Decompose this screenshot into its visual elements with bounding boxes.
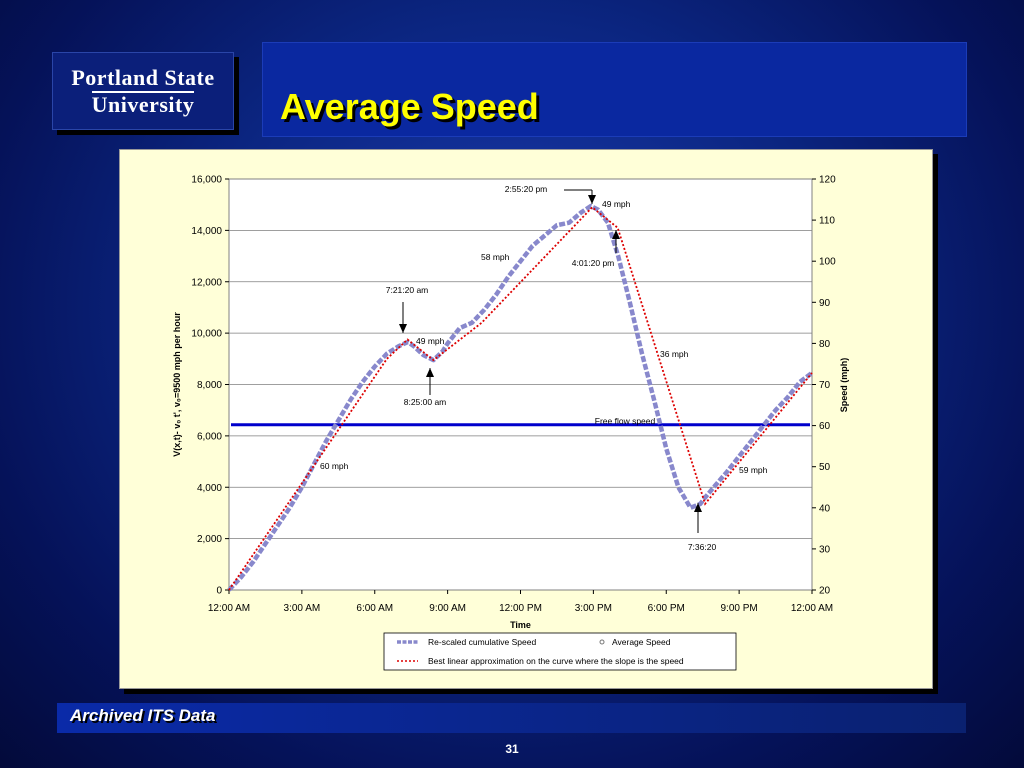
logo-line-2: University [91, 90, 195, 117]
legend-label-cumulative: Re-scaled cumulative Speed [428, 637, 536, 647]
legend-label-linear-approx: Best linear approximation on the curve w… [428, 656, 684, 666]
legend-swatch-average-speed [599, 639, 605, 645]
y-right-axis-title: Speed (mph) [839, 358, 849, 413]
annotation-label: Free flow speed [595, 416, 656, 426]
y-right-tick-label: 60 [819, 421, 831, 432]
footer-bar [57, 703, 966, 733]
y-right-tick-label: 120 [819, 175, 836, 186]
chart-panel: 0 2,000 4,000 6,000 8,000 10,000 12,000 14,000 1… [119, 149, 933, 689]
x-tick-label: 3:00 AM [284, 603, 321, 614]
annotation-label: 2:55:20 pm [505, 184, 548, 194]
annotation-arrow-head [426, 368, 434, 377]
y-right-tick-label: 70 [819, 380, 831, 391]
annotation-label: 7:36:20 [688, 542, 717, 552]
y-right-tick-label: 20 [819, 586, 831, 597]
logo-line-1: Portland State [71, 64, 215, 90]
annotation-arrow-head [694, 503, 702, 512]
x-axis-title: Time [510, 620, 531, 630]
x-tick-label: 12:00 AM [208, 603, 250, 614]
y-left-tick-label: 8,000 [197, 380, 222, 391]
annotation-label: 8:25:00 am [404, 397, 447, 407]
x-tick-label: 12:00 PM [499, 603, 542, 614]
x-tick-label: 6:00 AM [356, 603, 393, 614]
annotation-label: 49 mph [416, 336, 445, 346]
average-speed-chart: 0 2,000 4,000 6,000 8,000 10,000 12,000 14,000 1… [172, 175, 849, 671]
y-left-tick-label: 2,000 [197, 534, 222, 545]
title-bar [263, 43, 966, 136]
x-tick-label: 6:00 PM [648, 603, 685, 614]
page-number: 31 [505, 742, 519, 756]
university-logo: Portland State University [52, 52, 234, 130]
y-left-tick-label: 0 [216, 586, 222, 597]
annotation-arrow-head [588, 195, 596, 204]
y-right-tick-label: 110 [819, 216, 835, 227]
footer-text: Archived ITS Data [70, 706, 216, 725]
slide-title: Average Speed [280, 86, 539, 127]
annotation-label: 49 mph [602, 199, 631, 209]
y-left-tick-label: 6,000 [197, 431, 222, 442]
y-right-tick-label: 30 [819, 544, 831, 555]
legend-label-average-speed: Average Speed [612, 637, 671, 647]
legend-box [383, 632, 737, 671]
annotation-label: 4:01:20 pm [572, 258, 615, 268]
y-right-tick-label: 80 [819, 339, 831, 350]
x-tick-label: 12:00 AM [791, 603, 833, 614]
y-right-tick-label: 40 [819, 503, 831, 514]
y-left-tick-label: 4,000 [197, 483, 222, 494]
y-left-tick-label: 16,000 [191, 175, 222, 186]
x-tick-label: 9:00 AM [429, 603, 466, 614]
y-right-tick-label: 50 [819, 462, 831, 473]
y-right-tick-label: 100 [819, 257, 836, 268]
annotation-label: 36 mph [660, 349, 689, 359]
x-tick-label: 3:00 PM [575, 603, 612, 614]
annotation-arrow-head [612, 230, 620, 239]
y-left-tick-label: 14,000 [191, 226, 222, 237]
y-left-axis-title: V(x,t)- v₀ t', v₀=9500 mph per hour [172, 312, 182, 457]
y-right-tick-label: 90 [819, 298, 831, 309]
series-line-cumulative [227, 203, 814, 592]
series-line-linear-approx [228, 206, 813, 591]
y-left-tick-label: 10,000 [191, 329, 222, 340]
annotation-label: 60 mph [320, 461, 349, 471]
x-tick-label: 9:00 PM [721, 603, 758, 614]
annotation-label: 7:21:20 am [386, 285, 429, 295]
y-left-tick-label: 12,000 [191, 277, 222, 288]
annotation-label: 59 mph [739, 465, 768, 475]
annotation-label: 58 mph [481, 252, 510, 262]
annotation-arrow-head [399, 324, 407, 333]
